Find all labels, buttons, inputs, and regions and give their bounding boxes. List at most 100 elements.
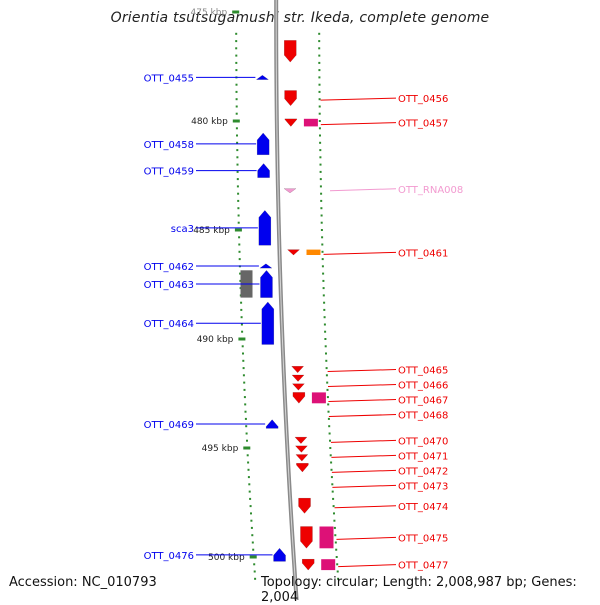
- minor-tick-right: [318, 90, 321, 93]
- reverse-gene: [301, 558, 315, 571]
- gene-label: OTT_RNA008: [398, 185, 463, 196]
- minor-tick-left: [238, 250, 241, 253]
- minor-tick-right: [323, 316, 326, 319]
- minor-tick-left: [236, 178, 239, 181]
- gene-label: OTT_0464: [144, 319, 194, 330]
- minor-tick-right: [336, 570, 339, 573]
- minor-tick-left: [240, 301, 243, 304]
- forward-gene: [265, 419, 279, 429]
- minor-tick-right: [321, 243, 324, 246]
- minor-tick-right: [333, 512, 335, 515]
- reverse-gene: [294, 436, 308, 445]
- gene-label: OTT_0463: [144, 280, 194, 291]
- minor-tick-right: [324, 338, 327, 340]
- reverse-gene: [291, 383, 305, 391]
- gene-label: OTT_0468: [398, 411, 448, 422]
- label-line: [330, 439, 397, 443]
- reverse-gene: [291, 374, 305, 382]
- reverse-gene: [286, 249, 301, 256]
- minor-tick-left: [236, 185, 239, 188]
- label-line: [320, 122, 397, 126]
- minor-tick-right: [318, 47, 321, 50]
- minor-tick-left: [235, 61, 238, 64]
- topology-text: Topology: circular; Length: 2,008,987 bp…: [261, 575, 577, 605]
- minor-tick-right: [323, 301, 326, 304]
- minor-tick-left: [238, 236, 241, 239]
- minor-tick-right: [329, 447, 332, 449]
- forward-gene: [257, 163, 270, 178]
- minor-tick-right: [318, 69, 321, 72]
- label-line: [329, 188, 397, 192]
- label-line: [328, 414, 397, 418]
- minor-tick-left: [250, 512, 252, 515]
- gene-label: OTT_0465: [398, 366, 448, 377]
- minor-tick-right: [318, 54, 321, 57]
- minor-tick-right: [333, 519, 336, 522]
- minor-tick-right: [319, 156, 322, 159]
- minor-tick-left: [243, 388, 246, 391]
- minor-tick-right: [327, 410, 330, 413]
- reverse-gene: [300, 526, 313, 549]
- genome-title: Orientia tsutsugamushi str. Ikeda, compl…: [110, 10, 490, 26]
- minor-tick-left: [239, 279, 242, 282]
- minor-tick-left: [247, 461, 250, 464]
- minor-tick-left: [247, 468, 250, 471]
- minor-tick-right: [324, 345, 327, 348]
- minor-tick-left: [251, 541, 254, 544]
- minor-tick-right: [320, 214, 323, 217]
- gene-label: OTT_0472: [398, 466, 448, 477]
- forward-gene: [261, 301, 275, 345]
- minor-tick-left: [243, 396, 246, 399]
- minor-tick-right: [328, 432, 331, 435]
- minor-tick-right: [320, 221, 323, 224]
- scale-label: 490 kbp: [197, 335, 234, 345]
- minor-tick-right: [327, 403, 330, 406]
- minor-tick-left: [242, 352, 244, 355]
- reverse-gene: [284, 118, 298, 127]
- minor-tick-left: [241, 330, 244, 333]
- minor-tick-left: [254, 577, 257, 580]
- minor-tick-right: [325, 374, 328, 377]
- minor-tick-left: [247, 476, 250, 479]
- major-tick: [243, 446, 251, 450]
- minor-tick-left: [235, 47, 238, 50]
- minor-tick-right: [318, 40, 321, 43]
- minor-tick-left: [244, 417, 247, 420]
- minor-tick-right: [330, 468, 333, 471]
- minor-tick-right: [331, 490, 334, 493]
- reverse-gene: [284, 40, 297, 63]
- minor-tick-right: [328, 425, 331, 428]
- minor-tick-left: [237, 221, 240, 224]
- gene-label: OTT_0471: [398, 451, 448, 462]
- minor-tick-right: [319, 163, 322, 166]
- minor-tick-left: [235, 54, 238, 57]
- scale-ticks: 475 kbp 480 kbp 485 kbp 490 kbp 495 kbp 500 k…: [191, 8, 340, 580]
- minor-tick-left: [237, 207, 240, 210]
- gene-label: sca3: [171, 224, 194, 235]
- scale-label: 485 kbp: [193, 226, 230, 236]
- minor-tick-right: [335, 556, 338, 558]
- minor-tick-left: [235, 127, 238, 130]
- minor-tick-left: [235, 112, 238, 115]
- minor-tick-right: [322, 294, 325, 297]
- gene-label: OTT_0462: [144, 262, 194, 273]
- label-line: [334, 505, 397, 509]
- reverse-gene: [298, 497, 311, 514]
- gene-label: OTT_0473: [398, 481, 448, 492]
- accession-text: Accession: NC_010793: [9, 575, 157, 590]
- minor-tick-right: [322, 272, 325, 275]
- minor-tick-right: [337, 577, 340, 580]
- minor-tick-left: [237, 214, 240, 217]
- minor-tick-left: [236, 170, 239, 173]
- gene-label: OTT_0476: [144, 551, 194, 562]
- pseudo-feature: [311, 392, 326, 404]
- minor-tick-right: [321, 258, 324, 261]
- gene-label: OTT_0461: [398, 248, 448, 259]
- minor-tick-right: [319, 141, 322, 144]
- minor-tick-left: [252, 548, 255, 551]
- minor-tick-left: [244, 403, 247, 406]
- minor-tick-left: [238, 258, 241, 261]
- major-tick: [232, 119, 240, 123]
- minor-tick-right: [335, 548, 338, 551]
